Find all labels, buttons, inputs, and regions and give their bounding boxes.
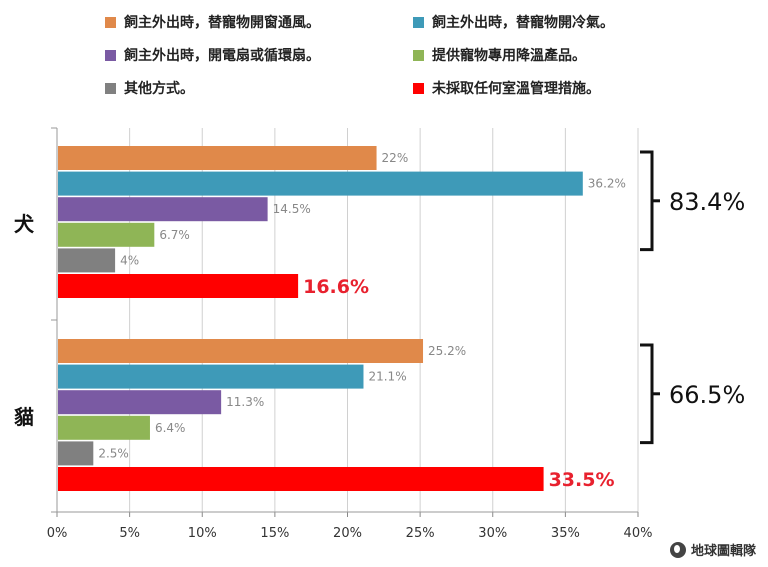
x-tick-label: 20% <box>333 526 362 541</box>
legend-item: 其他方式。 <box>105 78 194 98</box>
legend-swatch <box>105 16 116 28</box>
legend-swatch <box>413 82 424 94</box>
bar <box>58 467 544 491</box>
data-label: 6.4% <box>155 421 186 435</box>
data-label: 16.6% <box>303 276 369 298</box>
category-label: 犬 <box>14 212 35 236</box>
bar <box>58 390 222 415</box>
data-label: 11.3% <box>226 395 264 409</box>
x-tick-label: 35% <box>551 526 580 541</box>
legend-label: 未採取任何室溫管理措施。 <box>432 81 600 97</box>
legend-label: 其他方式。 <box>124 81 194 97</box>
group-total-label: 83.4% <box>669 188 745 216</box>
data-label: 6.7% <box>159 228 190 242</box>
legend-item: 提供寵物專用降溫產品。 <box>413 45 586 65</box>
legend: 飼主外出時，替寵物開窗通風。 飼主外出時，替寵物開冷氣。飼主外出時，開電扇或循環扇… <box>105 12 705 112</box>
bar <box>58 222 155 247</box>
bar <box>58 248 116 273</box>
x-tick-label: 25% <box>406 526 435 541</box>
bar <box>58 171 583 196</box>
x-tick-label: 30% <box>478 526 507 541</box>
legend-swatch <box>413 16 424 28</box>
category-label: 貓 <box>14 405 34 429</box>
legend-label: 飼主外出時，替寵物開冷氣。 <box>432 15 614 31</box>
group-bracket <box>640 150 654 252</box>
watermark-text: 地球圖輯隊 <box>690 544 756 559</box>
group-bracket <box>640 343 654 445</box>
globe-icon <box>669 541 686 558</box>
legend-item: 飼主外出時，替寵物開冷氣。 <box>413 12 614 32</box>
bar <box>58 415 150 440</box>
bar <box>58 441 94 466</box>
data-label: 22% <box>382 151 409 165</box>
bar <box>58 197 268 222</box>
watermark: 地球圖輯隊 <box>669 540 756 559</box>
group-total-label: 66.5% <box>669 381 745 409</box>
data-label: 36.2% <box>588 177 626 191</box>
x-tick-label: 0% <box>47 526 68 541</box>
legend-item: 飼主外出時，替寵物開窗通風。 <box>105 12 320 32</box>
legend-label: 飼主外出時，開電扇或循環扇。 <box>124 48 320 64</box>
x-tick-label: 10% <box>188 526 217 541</box>
bar <box>58 146 377 170</box>
x-tick-label: 5% <box>119 526 140 541</box>
data-label: 14.5% <box>273 202 311 216</box>
legend-label: 提供寵物專用降溫產品。 <box>432 48 586 64</box>
bar <box>58 339 424 363</box>
legend-swatch <box>105 82 116 94</box>
data-label: 2.5% <box>98 446 129 460</box>
data-label: 25.2% <box>428 344 466 358</box>
bar <box>58 364 364 389</box>
x-tick-label: 40% <box>624 526 653 541</box>
data-label: 21.1% <box>368 370 406 384</box>
data-label: 4% <box>120 253 139 267</box>
x-tick-label: 15% <box>260 526 289 541</box>
legend-label: 飼主外出時，替寵物開窗通風。 <box>124 15 320 31</box>
legend-swatch <box>413 49 424 61</box>
data-label: 33.5% <box>549 469 615 491</box>
legend-item: 未採取任何室溫管理措施。 <box>413 78 600 98</box>
bar <box>58 274 299 298</box>
legend-item: 飼主外出時，開電扇或循環扇。 <box>105 45 320 65</box>
legend-swatch <box>105 49 116 61</box>
